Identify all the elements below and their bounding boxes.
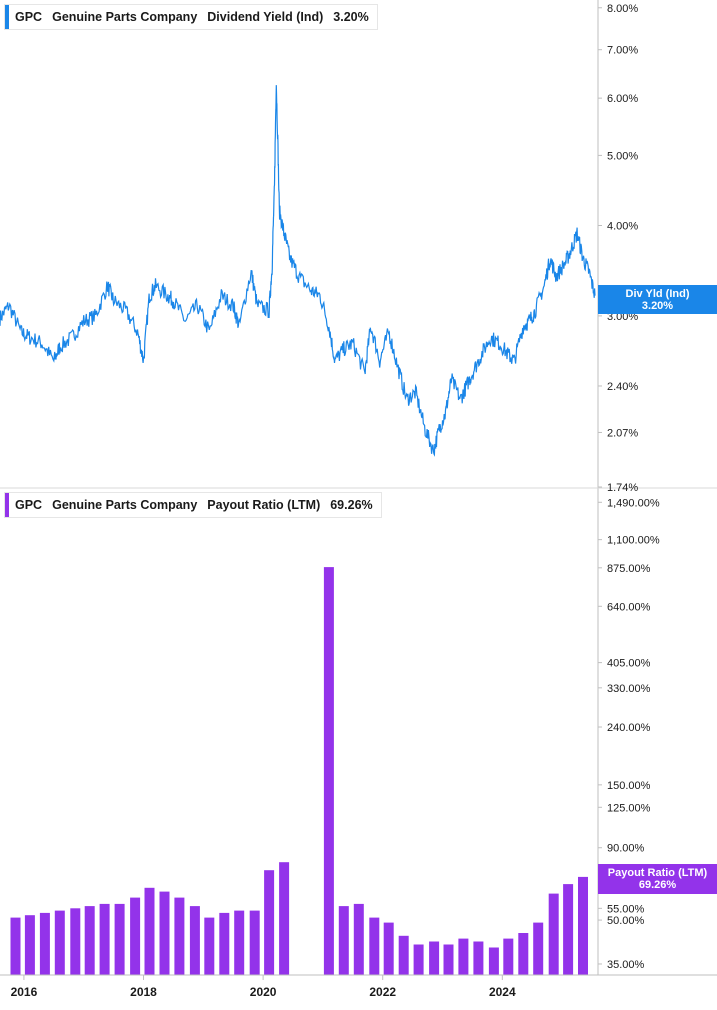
payout-bar [413,944,424,975]
y-tick-label: 640.00% [607,601,651,613]
y-tick-label: 330.00% [607,683,651,695]
payout-bar [84,906,95,975]
payout-bar [473,941,484,975]
payout-bar [204,917,215,975]
dividend-yield-line [0,85,596,457]
payout-bar [458,938,469,975]
x-tick-label: 2018 [130,985,157,999]
y-tick-label: 1,100.00% [607,535,660,547]
payout-bar [353,903,364,975]
payout-ratio-ticker: GPC [15,498,43,512]
y-tick-label: 2.07% [607,427,638,439]
dividend-yield-value: 3.20% [333,10,369,24]
payout-ratio-legend: GPC Genuine Parts Company Payout Ratio (… [4,492,382,518]
y-tick-label: 35.00% [607,959,645,971]
payout-bar [323,567,334,975]
payout-bar [10,917,21,975]
y-tick-label: 7.00% [607,45,638,57]
y-tick-label: 875.00% [607,563,651,575]
payout-bar [548,893,559,975]
payout-bar [503,938,514,975]
payout-bar [563,884,574,975]
payout-bar [264,870,275,975]
payout-ratio-tag: Payout Ratio (LTM) 69.26% [598,864,717,894]
payout-bar [189,906,200,975]
payout-bar [54,910,65,975]
dividend-yield-tag: Div Yld (Ind) 3.20% [598,285,717,314]
dividend-yield-legend: GPC Genuine Parts Company Dividend Yield… [4,4,378,30]
y-tick-label: 125.00% [607,802,651,814]
payout-ratio-company: Genuine Parts Company [52,498,198,512]
payout-bar [144,887,155,975]
payout-bar [24,915,35,975]
y-tick-label: 6.00% [607,93,638,105]
y-tick-label: 5.00% [607,150,638,162]
payout-bar [159,891,170,975]
y-tick-label: 50.00% [607,915,645,927]
payout-bar [249,910,260,975]
x-tick-label: 2020 [250,985,277,999]
payout-bar [219,912,230,975]
payout-bar [130,897,141,975]
payout-bar [174,897,185,975]
dividend-yield-tag-value: 3.20% [641,300,674,312]
payout-bar [234,910,245,975]
y-tick-label: 90.00% [607,843,645,855]
x-tick-label: 2024 [489,985,516,999]
y-tick-label: 240.00% [607,722,651,734]
payout-bar [578,876,588,975]
payout-bar [443,944,454,975]
dividend-yield-tag-label: Div Yld (Ind) [625,288,690,300]
payout-bar [518,933,529,975]
payout-bar [338,906,349,975]
payout-bar [114,903,125,975]
y-tick-label: 1.74% [607,482,638,494]
payout-bar [39,912,50,975]
dividend-yield-legend-swatch [5,5,9,29]
dividend-yield-company: Genuine Parts Company [52,10,198,24]
payout-bar [279,862,290,975]
payout-bar [488,947,499,975]
payout-ratio-legend-swatch [5,493,9,517]
y-tick-label: 405.00% [607,658,651,670]
payout-ratio-value: 69.26% [330,498,373,512]
payout-bar [398,935,409,975]
dividend-yield-metric: Dividend Yield (Ind) [207,10,324,24]
y-tick-label: 1,490.00% [607,497,660,509]
payout-bar [429,941,440,975]
dividend-yield-ticker: GPC [15,10,43,24]
y-tick-label: 8.00% [607,3,638,15]
payout-bar [383,922,394,975]
y-tick-label: 2.40% [607,381,638,393]
x-tick-label: 2022 [369,985,396,999]
payout-ratio-tag-label: Payout Ratio (LTM) [607,867,708,879]
y-tick-label: 150.00% [607,780,651,792]
y-tick-label: 4.00% [607,221,638,233]
payout-bar [369,917,380,975]
payout-bar [533,922,544,975]
y-tick-label: 55.00% [607,903,645,915]
x-tick-label: 2016 [11,985,38,999]
payout-bar [70,908,81,975]
payout-ratio-tag-value: 69.26% [638,879,677,891]
payout-bar [99,903,110,975]
payout-ratio-metric: Payout Ratio (LTM) [207,498,321,512]
